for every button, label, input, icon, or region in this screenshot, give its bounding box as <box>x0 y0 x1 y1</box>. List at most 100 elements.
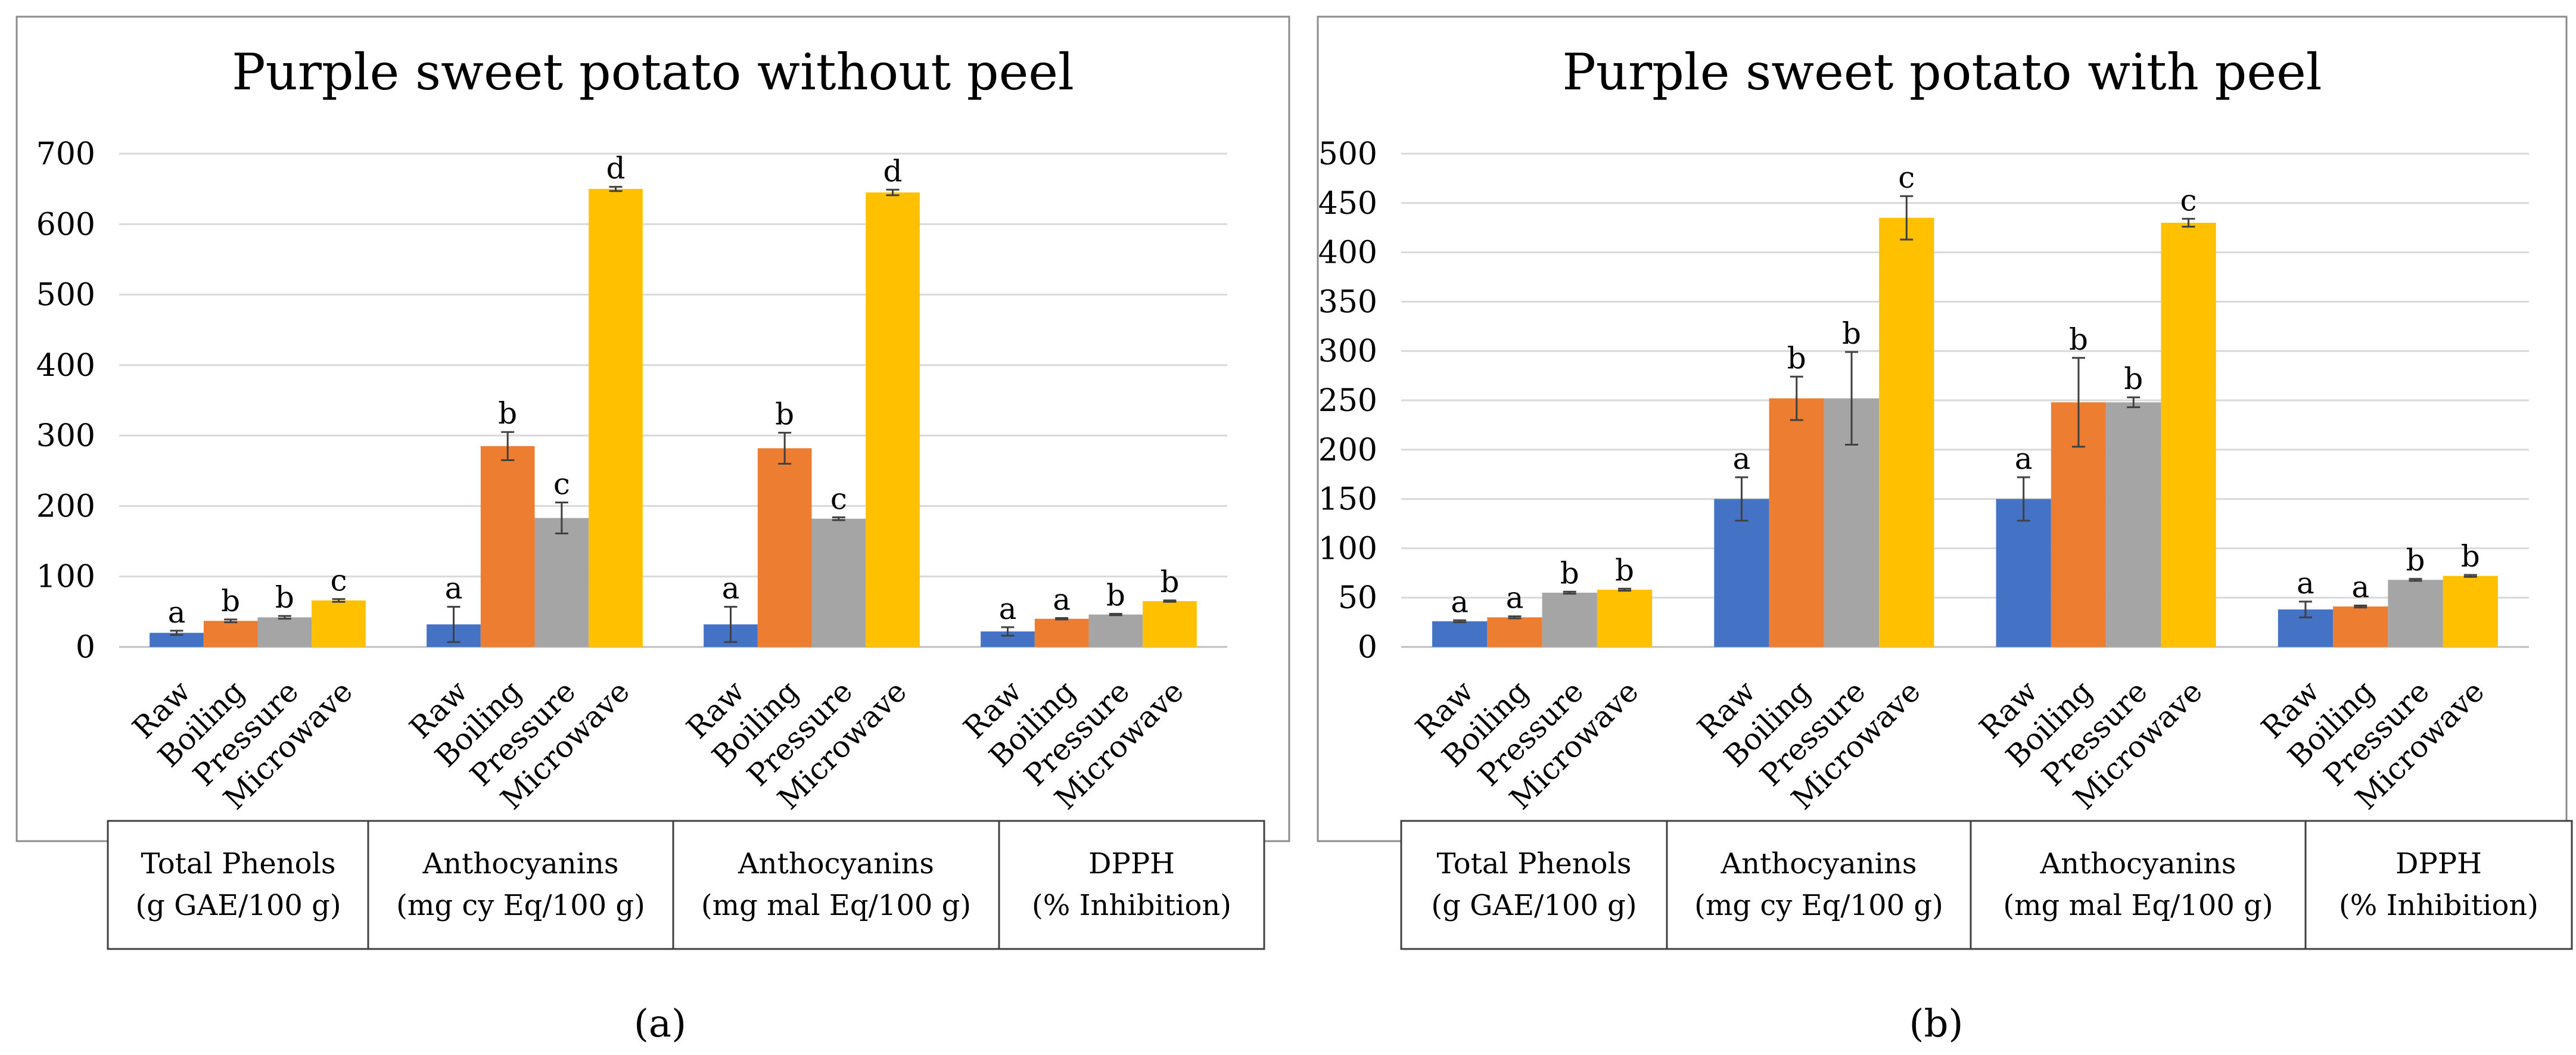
y-tick-label: 0 <box>76 630 95 665</box>
significance-letter: a <box>1733 441 1751 476</box>
bar-microwave <box>866 192 920 647</box>
bar-microwave <box>1597 589 1653 647</box>
y-tick-label: 600 <box>36 207 95 242</box>
y-tick-label: 500 <box>1318 136 1377 172</box>
y-tick-label: 400 <box>1318 235 1377 271</box>
y-tick-label: 300 <box>1318 334 1377 369</box>
panel-label-a: (a) <box>634 1002 686 1046</box>
significance-letter: b <box>275 580 294 615</box>
y-tick-label: 200 <box>1318 432 1377 468</box>
bar-boiling <box>757 448 812 647</box>
bar-pressure <box>2106 402 2161 647</box>
group-label-line2: (% Inhibition) <box>2339 889 2538 922</box>
group-label-box <box>367 820 674 950</box>
significance-letter: b <box>1560 556 1579 590</box>
significance-letter: b <box>1842 316 1861 351</box>
group-label-line2: (mg cy Eq/100 g) <box>396 889 645 922</box>
group-label-box <box>998 820 1265 950</box>
y-tick-label: 250 <box>1318 383 1377 419</box>
group-label-line1: DPPH <box>1088 847 1175 880</box>
significance-letter: b <box>221 584 240 618</box>
y-tick-label: 300 <box>36 418 95 454</box>
bar-boiling <box>1487 617 1542 647</box>
group-label-line1: Anthocyanins <box>422 847 618 880</box>
bar-microwave <box>589 189 643 648</box>
significance-letter: b <box>2124 362 2143 396</box>
bar-boiling <box>2333 606 2388 647</box>
significance-letter: b <box>1106 578 1125 612</box>
significance-letter: c <box>830 481 847 516</box>
bar-boiling <box>480 446 535 647</box>
y-tick-label: 350 <box>1318 284 1377 320</box>
bar-pressure <box>1542 592 1597 647</box>
significance-letter: c <box>2180 183 2197 217</box>
y-tick-label: 150 <box>1318 482 1377 518</box>
bar-raw <box>1714 499 1769 647</box>
y-tick-label: 50 <box>1338 580 1377 616</box>
bar-pressure <box>811 518 866 647</box>
bar-microwave <box>1143 601 1197 647</box>
significance-letter: b <box>1787 341 1806 375</box>
bar-raw <box>1996 499 2051 647</box>
group-label-line1: Anthocyanins <box>1720 847 1917 880</box>
chart-panel-without-peel: Purple sweet potato without peel 0 100 200 3… <box>15 15 1290 950</box>
y-tick-label: 100 <box>36 559 95 595</box>
bar-microwave <box>2161 222 2216 647</box>
chart-panel-with-peel: Purple sweet potato with peel 0 50 100 150 20… <box>1317 15 2573 950</box>
significance-letter: b <box>498 396 517 431</box>
group-label-line1: DPPH <box>2395 847 2482 880</box>
bar-microwave <box>2443 575 2498 647</box>
significance-letter: a <box>1053 583 1071 617</box>
significance-letter: b <box>2406 543 2425 578</box>
group-label-box <box>2304 820 2573 950</box>
bar-raw <box>150 633 204 647</box>
group-label-box <box>1400 820 1668 950</box>
significance-letter: c <box>1898 160 1915 195</box>
significance-letter: d <box>606 151 626 186</box>
group-label-line1: Anthocyanins <box>738 847 934 880</box>
group-label-line2: (mg cy Eq/100 g) <box>1694 889 1943 922</box>
group-label-box <box>107 820 370 950</box>
chart-title: Purple sweet potato without peel <box>232 43 1074 101</box>
group-label-box <box>1666 820 1972 950</box>
panel-label-b: (b) <box>1909 1002 1964 1046</box>
significance-letter: c <box>331 564 347 598</box>
y-tick-label: 200 <box>36 488 95 524</box>
y-tick-label: 0 <box>1358 630 1377 665</box>
significance-letter: a <box>999 592 1017 626</box>
significance-letter: b <box>2461 539 2480 574</box>
significance-letter: b <box>2069 322 2088 357</box>
bar-pressure <box>257 617 312 647</box>
group-label-line2: (g GAE/100 g) <box>135 889 341 922</box>
significance-letter: d <box>883 154 903 188</box>
significance-letter: a <box>445 571 463 606</box>
y-tick-label: 100 <box>1318 531 1377 567</box>
y-tick-label: 700 <box>36 136 95 172</box>
bar-microwave <box>1879 217 1934 647</box>
group-label-line1: Total Phenols <box>1436 847 1631 880</box>
significance-letter: a <box>2015 441 2033 476</box>
bar-boiling <box>1769 398 1824 647</box>
bar-pressure <box>1088 614 1143 647</box>
y-tick-label: 400 <box>36 348 95 384</box>
bar-microwave <box>312 600 366 647</box>
significance-letter: a <box>168 595 186 630</box>
significance-letter: b <box>1615 553 1634 587</box>
bar-raw <box>1432 621 1488 647</box>
significance-letter: a <box>722 571 740 606</box>
bar-boiling <box>1034 618 1089 647</box>
y-tick-label: 450 <box>1318 186 1377 222</box>
bar-boiling <box>203 621 258 647</box>
significance-letter: b <box>1161 565 1180 599</box>
group-label-line2: (mg mal Eq/100 g) <box>701 889 971 922</box>
significance-letter: a <box>1451 584 1469 619</box>
significance-letter: a <box>2297 566 2314 600</box>
group-label-line1: Total Phenols <box>141 847 335 880</box>
group-label-box <box>672 820 1000 950</box>
bar-pressure <box>534 518 589 647</box>
chart-title: Purple sweet potato with peel <box>1562 43 2322 101</box>
significance-letter: b <box>775 397 794 431</box>
group-label-box <box>1970 820 2307 950</box>
significance-letter: c <box>553 467 570 502</box>
